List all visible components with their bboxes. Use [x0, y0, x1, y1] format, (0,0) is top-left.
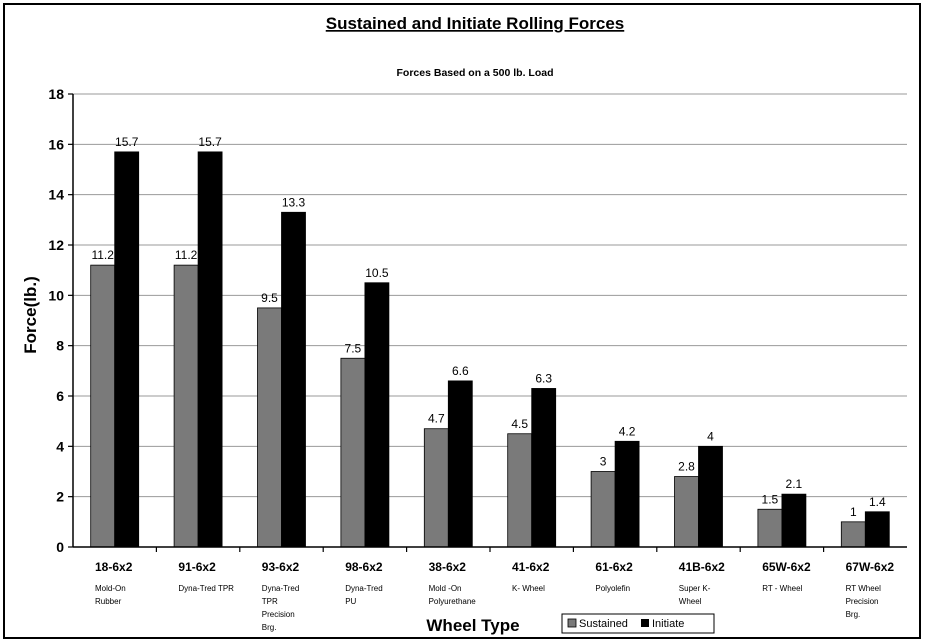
bar-initiate-18-6x2: [114, 151, 140, 548]
x-category-description: Mold-On: [95, 584, 126, 593]
bar-initiate-91-6x2: [197, 151, 223, 548]
y-tick-label: 12: [48, 237, 64, 253]
bar-sustained-18-6x2: [90, 264, 116, 548]
data-label-sustained: 1.5: [762, 492, 779, 506]
data-label-initiate: 15.7: [115, 135, 139, 149]
bar-sustained-98-6x2: [340, 357, 366, 548]
x-category-description: Dyna-Tred: [345, 584, 383, 593]
x-category-label: 98-6x2: [345, 560, 383, 574]
x-category-label: 41-6x2: [512, 560, 550, 574]
x-category-label: 38-6x2: [429, 560, 467, 574]
x-axis-label: Wheel Type: [426, 616, 519, 635]
bars: [90, 151, 890, 548]
bar-initiate-93-6x2: [281, 211, 306, 548]
bar-sustained-61-6x2: [590, 471, 616, 548]
y-tick-label: 6: [56, 388, 64, 404]
y-tick-label: 0: [56, 539, 64, 555]
bar-initiate-61-6x2: [614, 440, 640, 548]
x-category-label: 18-6x2: [95, 560, 133, 574]
data-label-sustained: 11.2: [175, 248, 198, 262]
legend-swatch-sustained: [567, 618, 577, 628]
bar-sustained-41b-6x2: [674, 476, 699, 548]
data-label-initiate: 2.1: [786, 477, 803, 491]
data-label-sustained: 3: [600, 455, 607, 469]
x-category-description: Precision: [846, 597, 879, 606]
y-tick-label: 8: [56, 338, 64, 354]
bar-sustained-41-6x2: [507, 433, 533, 548]
x-category-description: K- Wheel: [512, 584, 545, 593]
x-category-description: Brg.: [262, 623, 277, 632]
bar-initiate-67w-6x2: [864, 511, 890, 548]
chart-frame: Sustained and Initiate Rolling Forces Fo…: [3, 3, 921, 639]
bar-sustained-65w-6x2: [757, 508, 783, 548]
data-label-sustained: 4.7: [428, 412, 445, 426]
bar-initiate-41-6x2: [531, 388, 557, 548]
data-label-sustained: 1: [850, 505, 857, 519]
data-label-initiate: 6.6: [452, 364, 469, 378]
data-label-initiate: 13.3: [282, 195, 306, 209]
data-label-initiate: 10.5: [365, 266, 389, 280]
bar-sustained-93-6x2: [257, 307, 282, 548]
x-category-description: Wheel: [679, 597, 702, 606]
x-category-description: TPR: [262, 597, 278, 606]
x-category-label: 61-6x2: [595, 560, 633, 574]
y-tick-label: 14: [48, 187, 64, 203]
data-label-initiate: 1.4: [869, 495, 886, 509]
bar-sustained-91-6x2: [173, 264, 199, 548]
data-label-sustained: 11.2: [91, 248, 114, 262]
x-category-description: PU: [345, 597, 356, 606]
bar-initiate-41b-6x2: [698, 445, 723, 548]
x-category-description: Super K-: [679, 584, 711, 593]
y-tick-label: 10: [48, 287, 64, 303]
bar-initiate-98-6x2: [364, 282, 390, 548]
x-category-description: Rubber: [95, 597, 122, 606]
x-category-description: Precision: [262, 610, 295, 619]
y-tick-label: 18: [48, 86, 64, 102]
legend: Sustained Initiate: [561, 613, 715, 634]
bar-initiate-65w-6x2: [781, 493, 807, 548]
data-label-sustained: 4.5: [511, 417, 528, 431]
x-category-label: 91-6x2: [178, 560, 216, 574]
chart-subtitle: Forces Based on a 500 lb. Load: [397, 67, 554, 79]
y-tick-label: 2: [56, 489, 64, 505]
x-category-description: Mold -On: [429, 584, 462, 593]
bar-sustained-38-6x2: [423, 428, 449, 548]
x-category-description: Dyna-Tred: [262, 584, 300, 593]
data-labels: 11.2 15.7 11.2 15.7 9.5 13.3 7.5 10.5 4.7 6.6 4.5 6…: [91, 135, 885, 519]
legend-label-initiate: Initiate: [652, 618, 684, 630]
data-label-initiate: 4.2: [619, 424, 636, 438]
legend-box: [561, 613, 715, 634]
x-category-description: RT - Wheel: [762, 584, 802, 593]
legend-swatch-initiate: [641, 619, 649, 627]
x-category-description: Dyna-Tred TPR: [178, 584, 234, 593]
x-category-description: Brg.: [846, 610, 861, 619]
x-category-description: Polyolefin: [595, 584, 630, 593]
chart: Sustained and Initiate Rolling Forces Fo…: [21, 14, 907, 635]
data-label-sustained: 2.8: [678, 460, 695, 474]
y-axis-label: Force(lb.): [21, 276, 40, 353]
x-category-label: 41B-6x2: [679, 560, 725, 574]
y-tick-label: 4: [56, 438, 64, 454]
data-label-initiate: 6.3: [535, 371, 552, 385]
legend-label-sustained: Sustained: [579, 618, 628, 630]
x-category-label: 67W-6x2: [846, 560, 895, 574]
x-category-description: Polyurethane: [429, 597, 477, 606]
data-label-initiate: 15.7: [198, 135, 222, 149]
bar-initiate-38-6x2: [447, 380, 473, 548]
axes: 02468101214161818-6x2Mold-OnRubber91-6x2…: [48, 86, 907, 632]
x-category-label: 65W-6x2: [762, 560, 811, 574]
bar-sustained-67w-6x2: [840, 521, 866, 548]
y-tick-label: 16: [48, 136, 64, 152]
chart-title: Sustained and Initiate Rolling Forces: [326, 14, 625, 33]
data-label-sustained: 9.5: [261, 291, 278, 305]
x-category-label: 93-6x2: [262, 560, 300, 574]
data-label-sustained: 7.5: [345, 341, 362, 355]
x-category-description: RT Wheel: [846, 584, 881, 593]
data-label-initiate: 4: [707, 429, 714, 443]
